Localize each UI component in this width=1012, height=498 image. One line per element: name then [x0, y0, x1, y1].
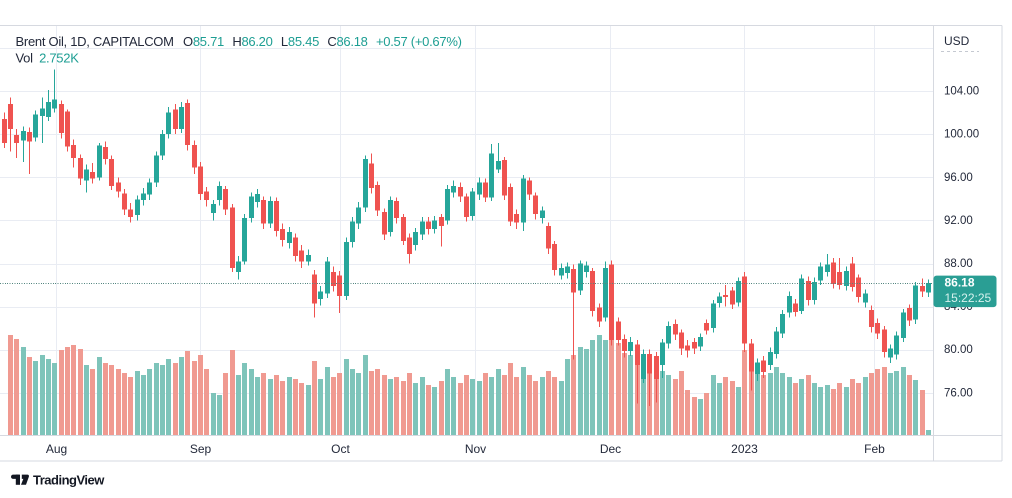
svg-text:92.00: 92.00: [944, 215, 973, 227]
svg-text:76.00: 76.00: [944, 387, 973, 399]
svg-text:88.00: 88.00: [944, 258, 973, 270]
svg-text:Brent Oil, 1D, CAPITALCOM O85.: Brent Oil, 1D, CAPITALCOM O85.71 H86.20 …: [16, 34, 462, 49]
svg-text:TradingView: TradingView: [33, 473, 105, 488]
svg-text:Dec: Dec: [600, 442, 621, 456]
svg-text:15:22:25: 15:22:25: [945, 291, 992, 305]
svg-text:86.18: 86.18: [945, 276, 975, 290]
svg-text:2023: 2023: [731, 442, 758, 456]
svg-text:100.00: 100.00: [944, 129, 979, 141]
svg-text:USD: USD: [944, 34, 970, 48]
svg-text:Aug: Aug: [46, 442, 67, 456]
svg-text:Vol 2.752K: Vol 2.752K: [16, 51, 80, 66]
svg-text:96.00: 96.00: [944, 172, 973, 184]
svg-text:104.00: 104.00: [944, 86, 979, 98]
svg-text:Sep: Sep: [190, 442, 212, 456]
svg-text:Nov: Nov: [465, 442, 486, 456]
svg-text:80.00: 80.00: [944, 344, 973, 356]
svg-text:Feb: Feb: [864, 442, 885, 456]
svg-text:Oct: Oct: [331, 442, 350, 456]
